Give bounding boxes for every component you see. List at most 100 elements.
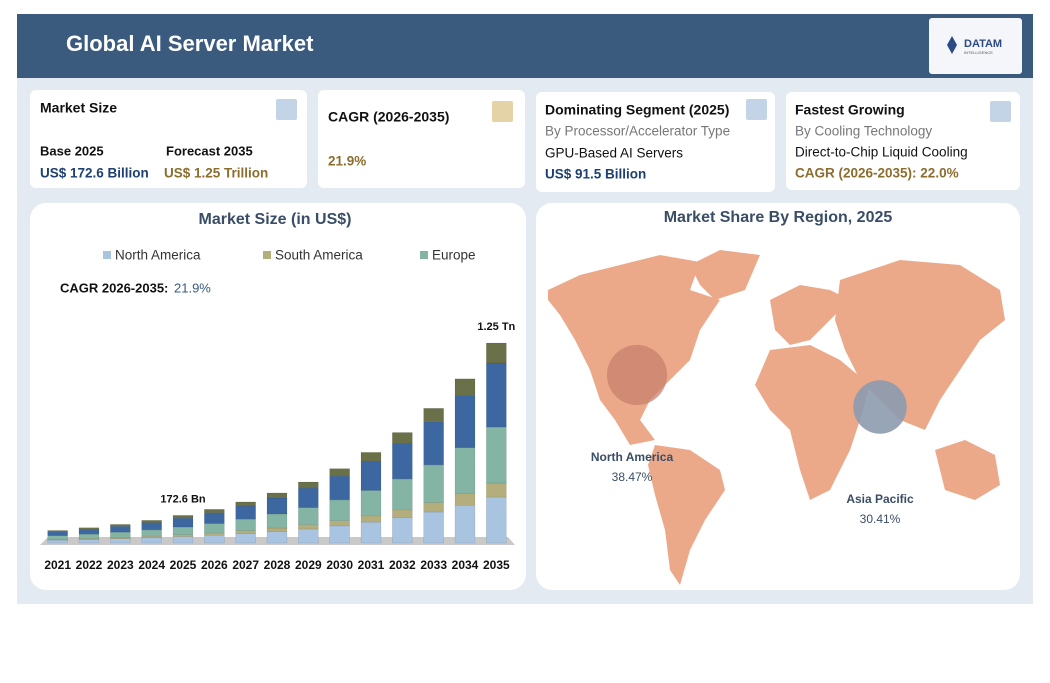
bar-segment — [141, 522, 162, 531]
card-value: US$ 91.5 Billion — [545, 167, 646, 182]
bar-segment — [266, 492, 288, 499]
x-tick-label: 2029 — [295, 558, 322, 572]
bar-segment — [392, 443, 413, 480]
bar-segment — [454, 378, 476, 396]
legend-swatch — [420, 251, 428, 259]
continent — [755, 345, 870, 500]
card-title: Market Size — [40, 100, 117, 116]
bar-segment — [110, 526, 131, 533]
bar-segment — [360, 461, 382, 491]
bar-segment — [486, 496, 507, 544]
bar-segment — [454, 504, 476, 544]
legend-swatch — [103, 251, 111, 259]
bar-segment — [78, 539, 100, 544]
card-title: Dominating Segment (2025) — [545, 102, 729, 118]
bar-segment — [329, 525, 350, 544]
bar-segment — [423, 511, 444, 544]
x-tick-label: 2028 — [264, 558, 291, 572]
x-tick-label: 2022 — [76, 558, 103, 572]
x-tick-label: 2033 — [420, 558, 447, 572]
logo-box — [929, 18, 1022, 74]
bar-segment — [423, 502, 444, 513]
bar-segment — [266, 531, 288, 544]
region-name: Asia Pacific — [846, 492, 914, 506]
bar-segment — [454, 395, 476, 449]
bar-segment — [235, 505, 256, 520]
bar-segment — [360, 452, 382, 462]
bar-segment — [486, 482, 507, 498]
bar-segment — [78, 529, 100, 535]
bar-segment — [360, 521, 382, 544]
card-value: CAGR (2026-2035): 22.0% — [795, 166, 959, 181]
card — [536, 92, 775, 192]
x-tick-label: 2023 — [107, 558, 134, 572]
bar-segment — [47, 539, 68, 544]
bar-segment — [486, 362, 507, 428]
bar-segment — [423, 464, 444, 503]
x-tick-label: 2024 — [138, 558, 165, 572]
card — [318, 90, 525, 188]
bar-segment — [235, 530, 256, 534]
continent — [648, 445, 725, 585]
bar-segment — [454, 493, 476, 506]
card-value: US$ 1.25 Trillion — [164, 166, 268, 181]
region-name: North America — [591, 450, 674, 464]
bar-segment — [204, 509, 225, 513]
card-subtitle: By Cooling Technology — [795, 124, 932, 139]
x-tick-label: 2031 — [358, 558, 385, 572]
bar-segment — [423, 408, 444, 423]
bar-segment — [47, 531, 68, 536]
bar-segment — [454, 447, 476, 495]
region-bubble — [606, 344, 668, 406]
bar-segment — [329, 499, 350, 521]
bar-segment — [298, 481, 319, 489]
bar-segment — [204, 535, 225, 544]
bar-segment — [392, 478, 413, 511]
bar-segment — [298, 524, 319, 530]
card-subtitle: By Processor/Accelerator Type — [545, 124, 730, 139]
card-label: Forecast 2035 — [166, 143, 253, 158]
x-tick-label: 2030 — [326, 558, 353, 572]
x-tick-label: 2035 — [483, 558, 510, 572]
card-label: Base 2025 — [40, 143, 104, 158]
legend-label: South America — [275, 248, 363, 263]
bar-segment — [78, 538, 100, 540]
bar-segment — [47, 535, 68, 540]
bar-segment — [235, 533, 256, 544]
bar-segment — [423, 421, 444, 466]
card-title: Fastest Growing — [795, 102, 905, 118]
logo-tagline: INTELLIGENCE — [964, 50, 993, 55]
bar-segment — [172, 526, 194, 535]
total-label: 1.25 Tn — [477, 321, 515, 333]
bar-segment — [172, 534, 194, 537]
header-bar — [17, 14, 1033, 78]
x-tick-label: 2026 — [201, 558, 228, 572]
bar-segment — [329, 475, 350, 501]
bar-segment — [235, 501, 256, 507]
bar-segment — [486, 342, 507, 364]
page-title: Global AI Server Market — [66, 31, 314, 56]
bar-segment — [266, 513, 288, 529]
card — [30, 90, 307, 188]
x-tick-label: 2034 — [452, 558, 479, 572]
bar-segment — [110, 531, 131, 538]
card-icon — [990, 101, 1011, 122]
card-value: 21.9% — [328, 154, 366, 169]
bar-segment — [486, 426, 507, 484]
bar-segment — [141, 520, 162, 523]
bar-segment — [172, 536, 194, 544]
card-text: Direct-to-Chip Liquid Cooling — [795, 145, 968, 160]
continent — [770, 285, 850, 345]
map-title: Market Share By Region, 2025 — [664, 209, 893, 226]
card-title: CAGR (2026-2035) — [328, 109, 449, 125]
card-text: GPU-Based AI Servers — [545, 146, 683, 161]
region-share: 30.41% — [860, 512, 901, 526]
card-value: US$ 172.6 Billion — [40, 166, 149, 181]
continent — [690, 250, 760, 300]
bar-segment — [329, 468, 350, 477]
bar-segment — [298, 528, 319, 544]
bar-segment — [266, 497, 288, 515]
legend-swatch — [263, 251, 271, 259]
